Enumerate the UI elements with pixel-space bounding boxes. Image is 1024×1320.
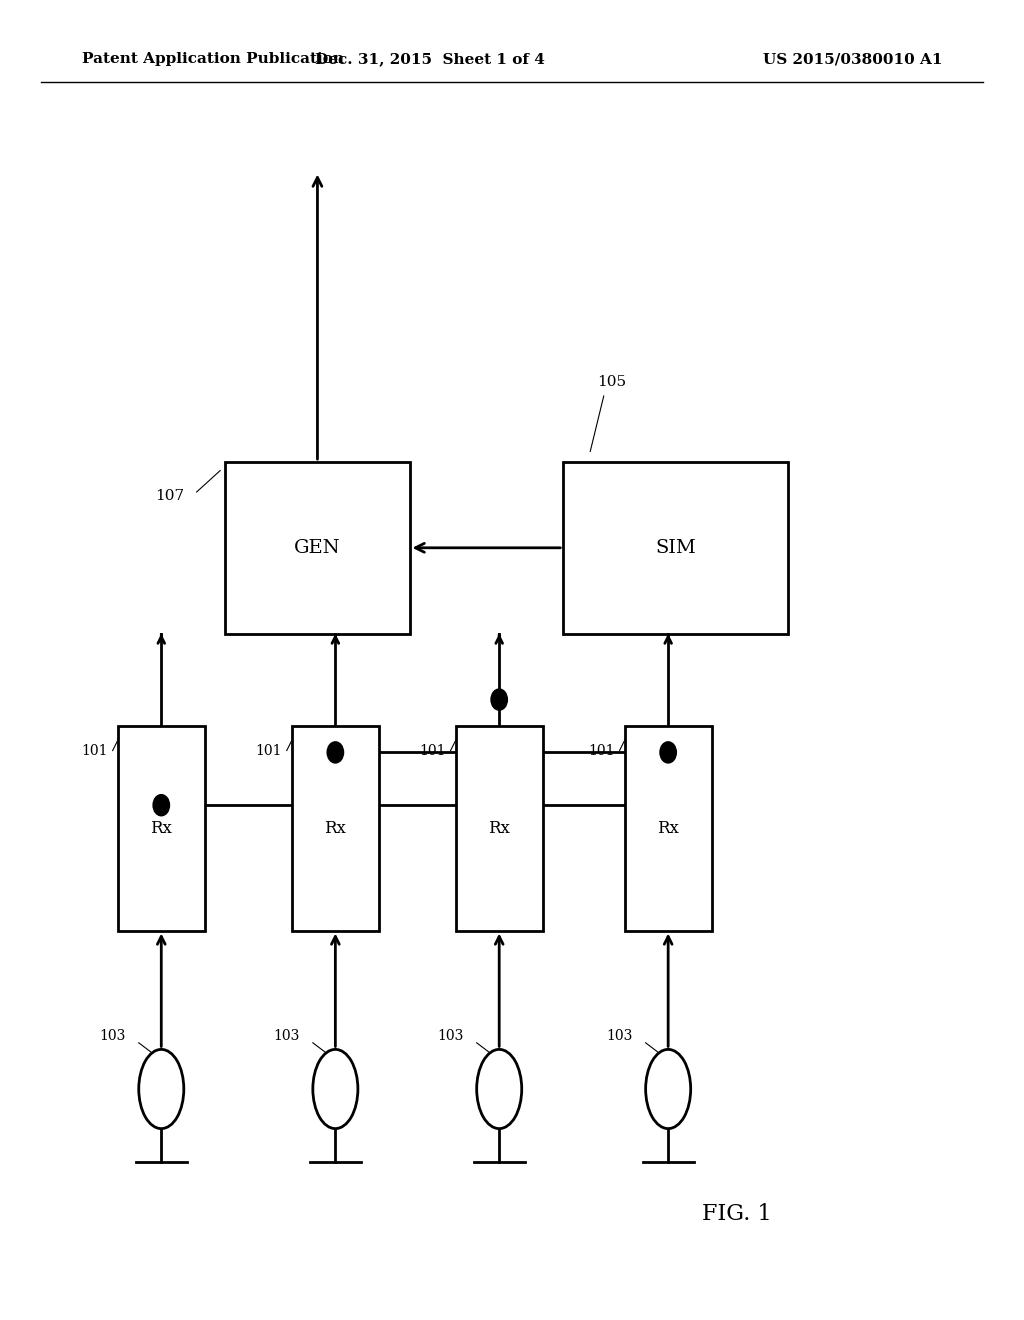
Bar — [225, 462, 410, 634]
Circle shape — [492, 689, 508, 710]
Ellipse shape — [312, 1049, 358, 1129]
Text: SIM: SIM — [655, 539, 696, 557]
Text: 101: 101 — [419, 743, 445, 758]
Bar — [625, 726, 712, 931]
Text: Dec. 31, 2015  Sheet 1 of 4: Dec. 31, 2015 Sheet 1 of 4 — [315, 53, 545, 66]
Circle shape — [659, 742, 676, 763]
Text: 103: 103 — [437, 1030, 463, 1043]
Text: 101: 101 — [255, 743, 282, 758]
Bar — [563, 462, 788, 634]
Circle shape — [327, 742, 343, 763]
Text: US 2015/0380010 A1: US 2015/0380010 A1 — [763, 53, 942, 66]
Text: 101: 101 — [81, 743, 108, 758]
Text: GEN: GEN — [294, 539, 341, 557]
Ellipse shape — [139, 1049, 184, 1129]
Text: 101: 101 — [588, 743, 614, 758]
Text: FIG. 1: FIG. 1 — [702, 1204, 772, 1225]
Text: 103: 103 — [99, 1030, 125, 1043]
Text: Rx: Rx — [657, 820, 679, 837]
Text: Rx: Rx — [488, 820, 510, 837]
Text: Patent Application Publication: Patent Application Publication — [82, 53, 344, 66]
Text: 103: 103 — [606, 1030, 632, 1043]
Bar — [456, 726, 543, 931]
Bar — [118, 726, 205, 931]
Text: 107: 107 — [156, 490, 184, 503]
Circle shape — [154, 795, 170, 816]
Text: 105: 105 — [597, 375, 626, 389]
Ellipse shape — [645, 1049, 690, 1129]
Ellipse shape — [476, 1049, 521, 1129]
Bar — [292, 726, 379, 931]
Text: 103: 103 — [273, 1030, 299, 1043]
Text: Rx: Rx — [325, 820, 346, 837]
Text: Rx: Rx — [151, 820, 172, 837]
